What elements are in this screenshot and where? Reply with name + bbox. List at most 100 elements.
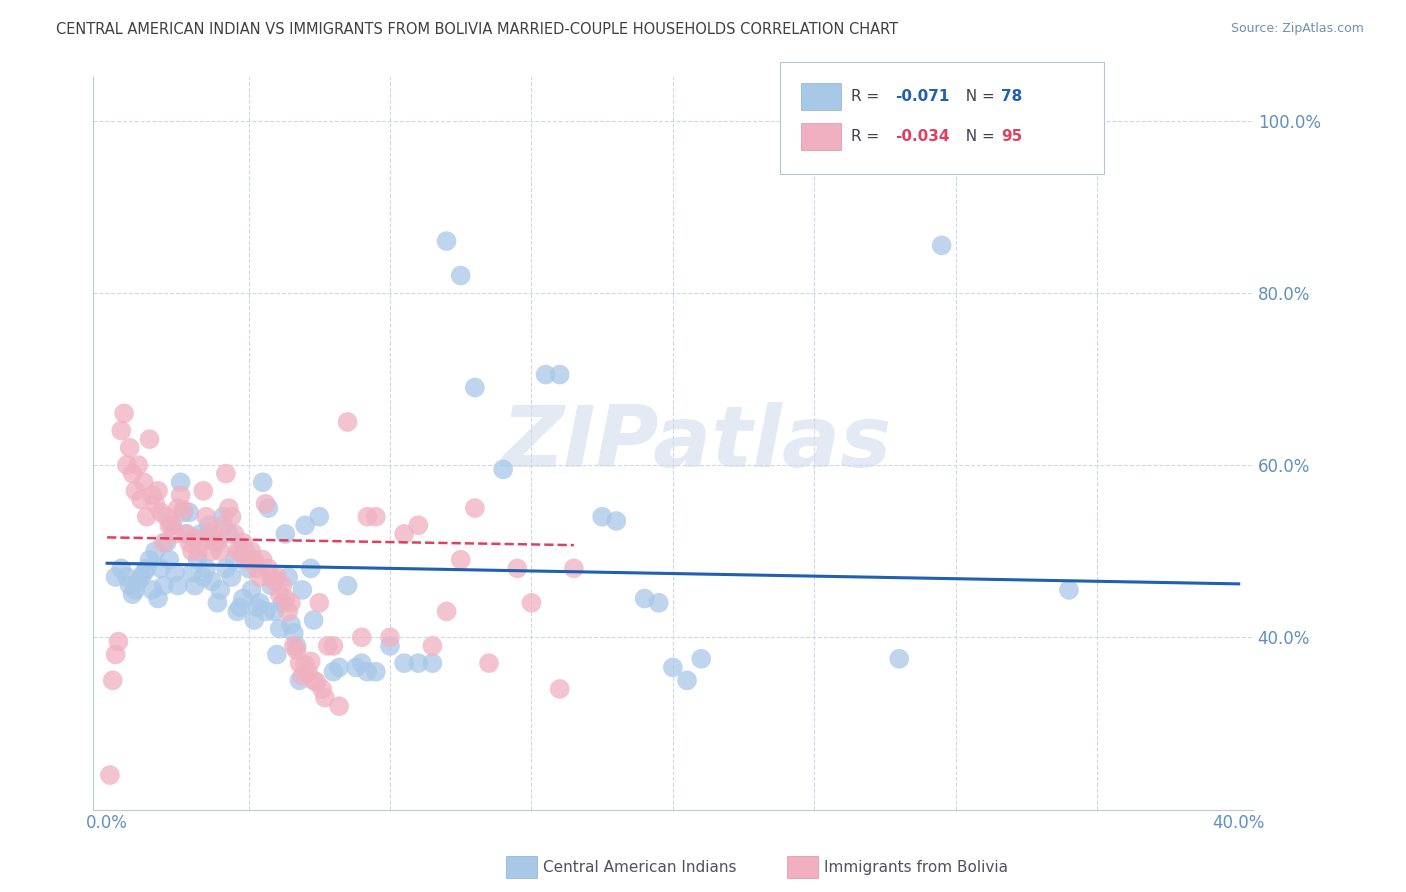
Point [562,561,585,575]
Point [209,582,232,597]
Text: R =: R = [851,129,884,144]
Point [127,458,149,472]
Point [254,604,277,618]
Point [115,458,138,472]
Text: Source: ZipAtlas.com: Source: ZipAtlas.com [1230,22,1364,36]
Point [207,596,229,610]
Point [207,535,229,549]
Point [283,626,305,640]
Point [260,579,283,593]
Point [152,579,174,593]
Point [198,527,221,541]
Point [135,561,157,575]
Point [478,656,501,670]
Point [280,617,302,632]
Point [240,582,263,597]
Point [260,570,283,584]
Point [104,570,127,584]
Point [328,660,350,674]
Point [112,406,135,420]
Point [297,665,319,679]
Point [263,574,285,589]
Point [314,690,336,705]
Point [406,656,429,670]
Point [311,681,333,696]
Point [450,553,472,567]
Point [204,527,226,541]
Point [166,501,188,516]
Point [181,566,204,580]
Point [218,501,240,516]
Point [344,660,367,674]
Point [299,654,322,668]
Point [364,509,387,524]
Point [336,579,359,593]
Point [198,518,221,533]
Text: Immigrants from Bolivia: Immigrants from Bolivia [824,860,1008,874]
Point [138,432,160,446]
Point [221,570,243,584]
Point [193,483,215,498]
Point [235,544,257,558]
Point [212,518,235,533]
Text: N =: N = [956,129,1000,144]
Point [305,675,328,690]
Point [229,544,252,558]
Point [98,768,121,782]
Point [215,561,238,575]
Point [350,656,373,670]
Point [506,561,529,575]
Point [240,544,263,558]
Point [179,505,201,519]
Point [422,639,444,653]
Point [155,509,177,524]
Point [238,553,260,567]
Point [181,544,204,558]
Point [193,570,215,584]
Point [288,673,311,688]
Point [101,673,124,688]
Text: ZIPatlas: ZIPatlas [501,402,891,485]
Point [591,509,613,524]
Point [277,604,299,618]
Point [302,673,325,688]
Point [160,518,183,533]
Point [155,535,177,549]
Point [356,509,378,524]
Point [157,518,180,533]
Point [269,622,291,636]
Point [322,665,344,679]
Point [169,475,191,490]
Point [160,518,183,533]
Point [132,475,155,490]
Point [406,518,429,533]
Text: -0.071: -0.071 [896,89,950,103]
Point [195,561,218,575]
Point [132,566,155,580]
Point [124,582,146,597]
Text: R =: R = [851,89,884,103]
Point [209,544,232,558]
Point [285,639,308,653]
Text: -0.034: -0.034 [896,129,950,144]
Point [176,527,198,541]
Point [149,505,172,519]
Point [266,570,288,584]
Text: 95: 95 [1001,129,1022,144]
Point [121,587,143,601]
Point [266,648,288,662]
Point [204,535,226,549]
Point [308,596,330,610]
Point [184,531,207,545]
Point [110,561,132,575]
Point [143,544,166,558]
Point [172,503,194,517]
Point [436,604,458,618]
Point [163,527,186,541]
Point [291,582,314,597]
Point [104,648,127,662]
Point [378,639,401,653]
Point [257,561,280,575]
Point [257,501,280,516]
Point [226,604,249,618]
